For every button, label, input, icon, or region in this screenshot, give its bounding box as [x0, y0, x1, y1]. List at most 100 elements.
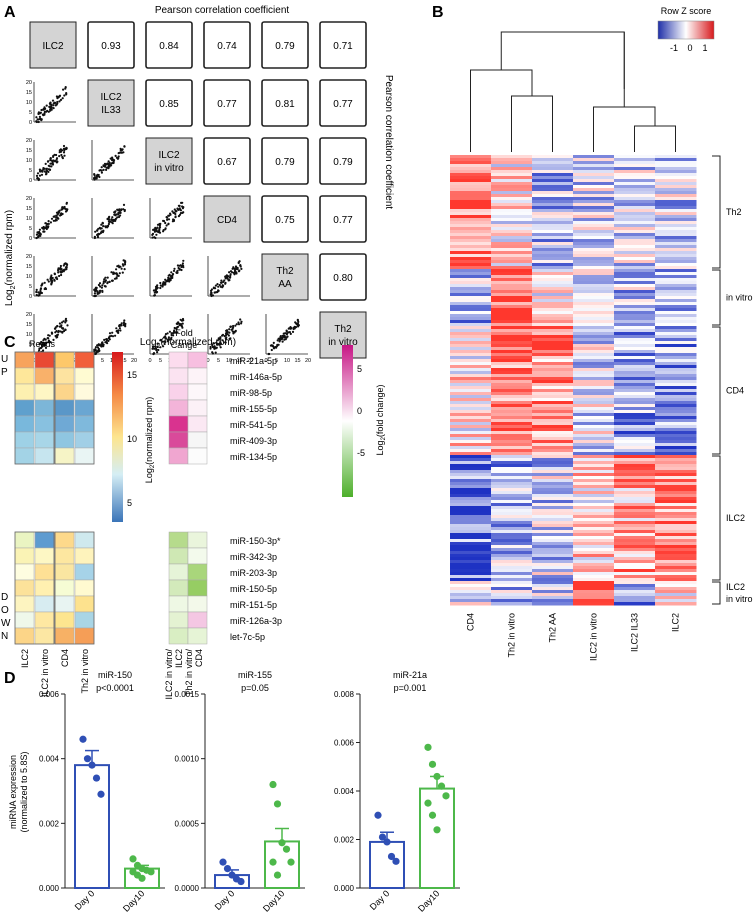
heatmap-cell [614, 500, 656, 504]
heatmap-cell [532, 401, 574, 405]
scatter-point [180, 323, 183, 326]
heatmap-cell [573, 557, 615, 561]
heatmap-cell [614, 593, 656, 597]
heatmap-b [450, 155, 697, 606]
scatter-point [44, 162, 47, 165]
fold-cell [187, 399, 208, 417]
scatter-point [105, 163, 108, 166]
heatmap-cell [491, 188, 533, 192]
heatmap-cell [491, 431, 533, 435]
diagonal-label: ILC2 [158, 150, 180, 161]
heatmap-cell [655, 566, 697, 570]
scatter-point [233, 271, 236, 275]
heatmap-cell [450, 497, 492, 501]
heatmap-cell [491, 284, 533, 288]
heatmap-cell [614, 347, 656, 351]
heatmap-cell [614, 374, 656, 378]
reads-cell [54, 531, 75, 549]
heatmap-cell [573, 452, 615, 456]
heatmap-cell [573, 233, 615, 237]
heatmap-cell [450, 554, 492, 558]
scatter-point [105, 168, 108, 171]
scatter-point [48, 168, 52, 171]
heatmap-cell [491, 434, 533, 438]
heatmap-cell [573, 296, 615, 300]
scatter-point [164, 221, 167, 225]
heatmap-cell [532, 164, 574, 168]
scatter-point [103, 165, 107, 168]
heatmap-cell [573, 281, 615, 285]
heatmap-cell [491, 272, 533, 276]
heatmap-cell [450, 290, 492, 294]
scatter-x-tick: 15 [294, 358, 300, 364]
heatmap-cell [614, 359, 656, 363]
heatmap-cell [655, 278, 697, 282]
coef-value: 0.79 [275, 157, 295, 168]
heatmap-cell [450, 374, 492, 378]
scatter-point [153, 347, 156, 350]
heatmap-cell [532, 512, 574, 516]
heatmap-cell [532, 413, 574, 417]
heatmap-cell [614, 503, 656, 507]
heatmap-cell [614, 401, 656, 405]
scatter-point [37, 178, 40, 181]
heatmap-cell [450, 602, 492, 606]
diagonal-cell [145, 137, 193, 185]
heatmap-cell [532, 281, 574, 285]
heatmap-cell [573, 524, 615, 528]
heatmap-cell [614, 506, 656, 510]
heatmap-cell [655, 473, 697, 477]
heatmap-cell [532, 383, 574, 387]
heatmap-cell [614, 341, 656, 345]
heatmap-cell [532, 467, 574, 471]
heatmap-cell [450, 173, 492, 177]
heatmap-cell [491, 266, 533, 270]
heatmap-cell [450, 293, 492, 297]
scatter-y-tick: 20 [26, 312, 32, 318]
scatter-point [174, 209, 177, 213]
heatmap-cell [614, 554, 656, 558]
heatmap-cell [655, 467, 697, 471]
scatter-point [212, 342, 216, 345]
heatmap-cell [491, 509, 533, 513]
scatter-point [239, 264, 242, 267]
scatter-point [54, 327, 57, 330]
heatmap-cell [491, 443, 533, 447]
heatmap-cell [532, 485, 574, 489]
heatmap-cell [573, 254, 615, 258]
bar-category-label: Day 0 [73, 888, 97, 912]
reads-cell [54, 611, 75, 629]
heatmap-cell [450, 533, 492, 537]
scatter-point [178, 324, 181, 327]
scatter-x-tick: 5 [159, 358, 162, 364]
scatter-point [219, 285, 222, 288]
heatmap-cell [450, 425, 492, 429]
scatter-point [170, 333, 173, 337]
heatmap-cell [573, 443, 615, 447]
heatmap-cell [450, 278, 492, 282]
heatmap-cell [450, 272, 492, 276]
scatter-point [235, 323, 238, 326]
heatmap-cell [655, 347, 697, 351]
heatmap-cell [614, 191, 656, 195]
heatmap-cell [614, 545, 656, 549]
heatmap-cell [491, 383, 533, 387]
scatter-y-tick: 15 [26, 322, 32, 328]
scatter-point [240, 322, 243, 325]
scatter-point [119, 265, 122, 268]
scatter-point [120, 209, 123, 212]
mirna-label: miR-409-3p [230, 436, 277, 446]
heatmap-cell [655, 392, 697, 396]
heatmap-cell [450, 254, 492, 258]
heatmap-cell [532, 326, 574, 330]
heatmap-cell [655, 338, 697, 342]
coef-cell [145, 79, 193, 127]
heatmap-cell [573, 485, 615, 489]
heatmap-cell [491, 314, 533, 318]
heatmap-cell [532, 299, 574, 303]
scatter-point [37, 112, 40, 115]
down-letter: O [1, 605, 9, 616]
heatmap-cell [450, 410, 492, 414]
heatmap-cell [655, 224, 697, 228]
scatter-x-tick: 10 [226, 358, 232, 364]
